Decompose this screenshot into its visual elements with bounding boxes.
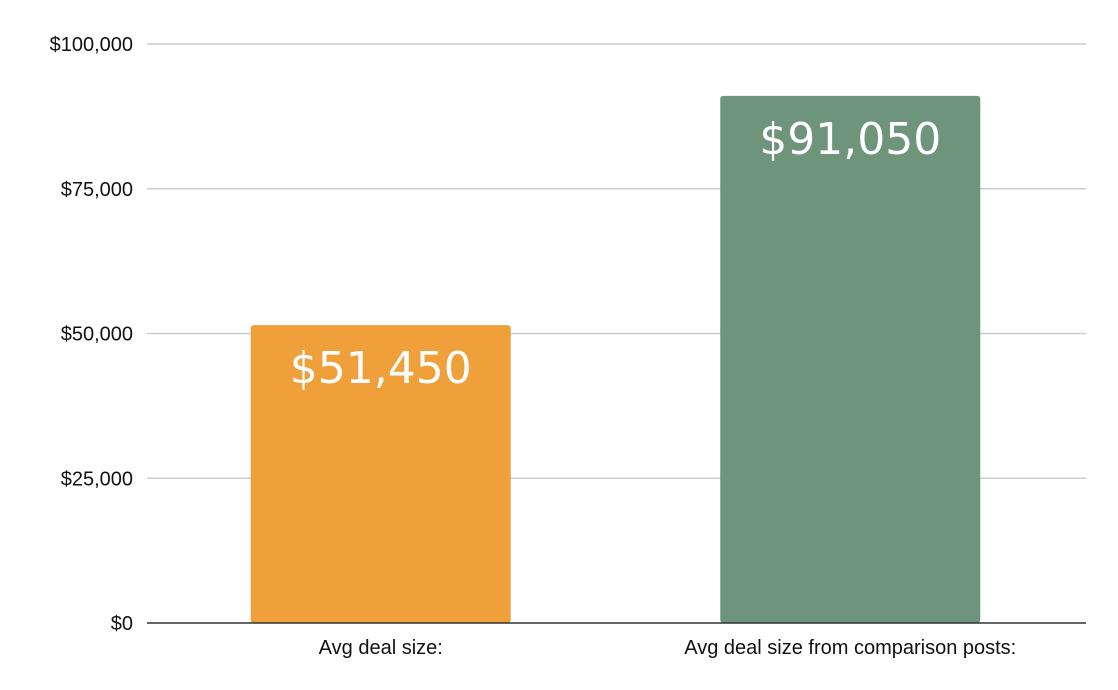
y-tick-label: $75,000 — [61, 179, 133, 201]
y-tick-label: $100,000 — [50, 34, 133, 56]
y-tick-label: $0 — [111, 613, 133, 635]
x-category-label: Avg deal size: — [319, 637, 443, 659]
bar-data-label: $51,450 — [290, 343, 472, 394]
bar-data-label: $91,050 — [759, 114, 941, 165]
bar — [250, 325, 511, 623]
data-labels: $51,450 $91,050 — [290, 114, 941, 394]
y-tick-label: $50,000 — [61, 324, 133, 346]
bars — [250, 95, 981, 624]
bar — [720, 95, 981, 624]
x-category-label: Avg deal size from comparison posts: — [684, 637, 1016, 659]
x-axis-category-labels: Avg deal size: Avg deal size from compari… — [319, 637, 1017, 659]
y-axis-tick-labels: $0 $25,000 $50,000 $75,000 $100,000 — [50, 34, 133, 635]
y-tick-label: $25,000 — [61, 468, 133, 490]
